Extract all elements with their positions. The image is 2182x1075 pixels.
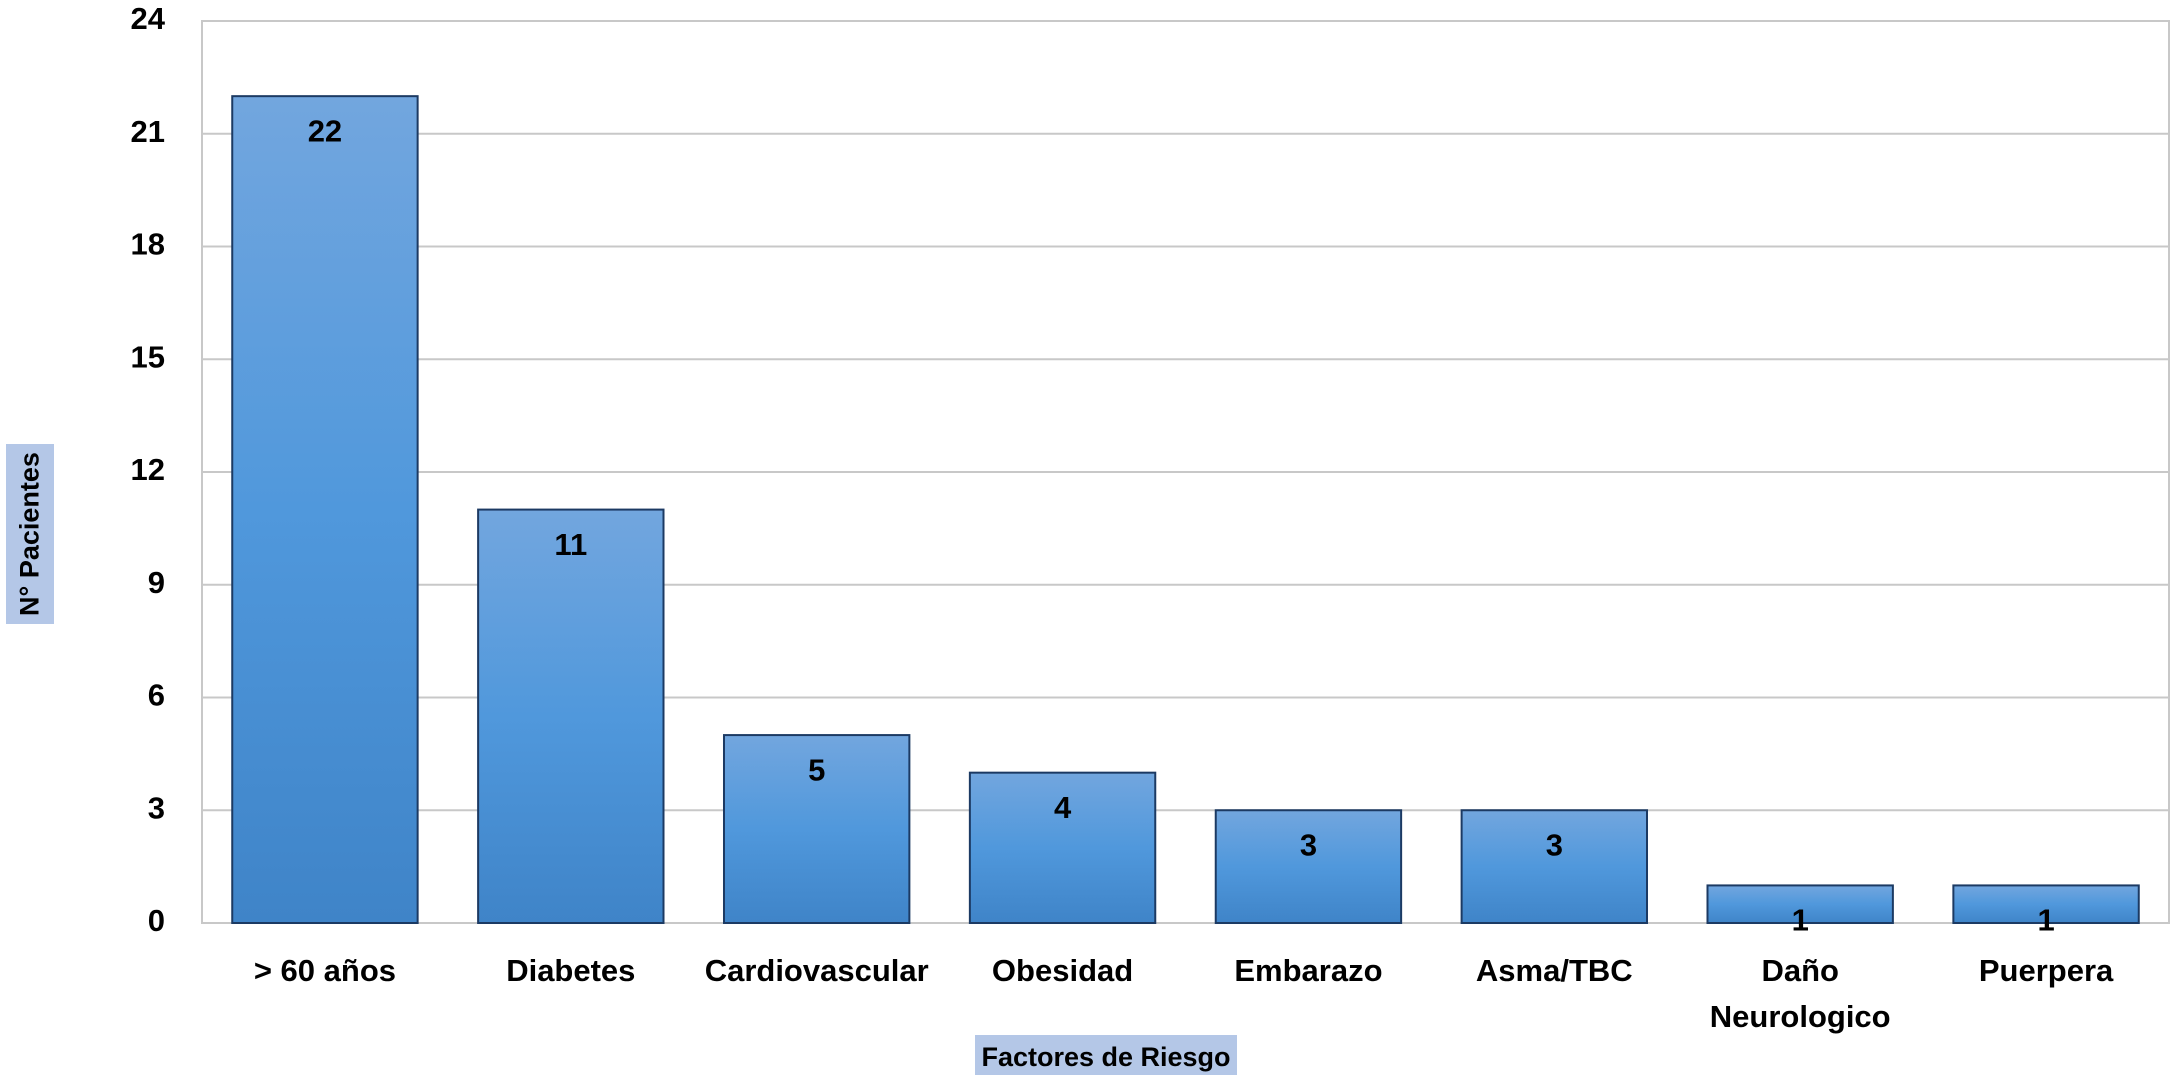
y-tick-label: 9	[148, 565, 165, 600]
x-tick-label: Obesidad	[991, 953, 1134, 988]
x-tick-label: Embarazo	[1234, 953, 1383, 988]
y-tick-label: 15	[131, 339, 165, 374]
y-axis-title: N° Pacientes	[14, 452, 45, 616]
value-label: 5	[808, 752, 825, 787]
x-tick-label: > 60 años	[253, 953, 397, 988]
y-tick-label: 24	[131, 1, 166, 36]
value-label: 22	[308, 113, 342, 148]
x-tick-label: Puerpera	[1978, 953, 2114, 988]
value-label: 11	[554, 527, 587, 562]
bar	[1214, 809, 1403, 924]
y-tick-label: 18	[131, 227, 165, 262]
bar	[722, 734, 911, 924]
value-label: 3	[1546, 827, 1563, 862]
y-tick-label: 6	[148, 678, 165, 713]
x-tick-label: Cardiovascular	[704, 953, 929, 988]
x-tick-label: Daño Neurologico	[1709, 953, 1891, 1034]
bar	[231, 95, 419, 924]
bar	[1952, 884, 2140, 925]
y-axis-title-box: N° Pacientes	[6, 444, 54, 624]
y-tick-label: 12	[131, 452, 165, 487]
x-axis-title: Factores de Riesgo	[975, 1035, 1237, 1075]
bar	[968, 771, 1157, 925]
value-label: 1	[1792, 903, 1809, 938]
bar	[477, 508, 665, 924]
y-tick-label: 21	[131, 114, 165, 149]
bar	[1706, 884, 1894, 925]
y-tick-label: 0	[148, 903, 165, 938]
x-tick-label: Diabetes	[506, 953, 636, 988]
value-label: 4	[1054, 790, 1072, 825]
x-tick-label: Asma/TBC	[1475, 953, 1633, 988]
value-label: 1	[2037, 903, 2054, 938]
y-tick-label: 3	[148, 790, 165, 825]
value-label: 3	[1300, 827, 1317, 862]
bar	[1460, 809, 1649, 924]
